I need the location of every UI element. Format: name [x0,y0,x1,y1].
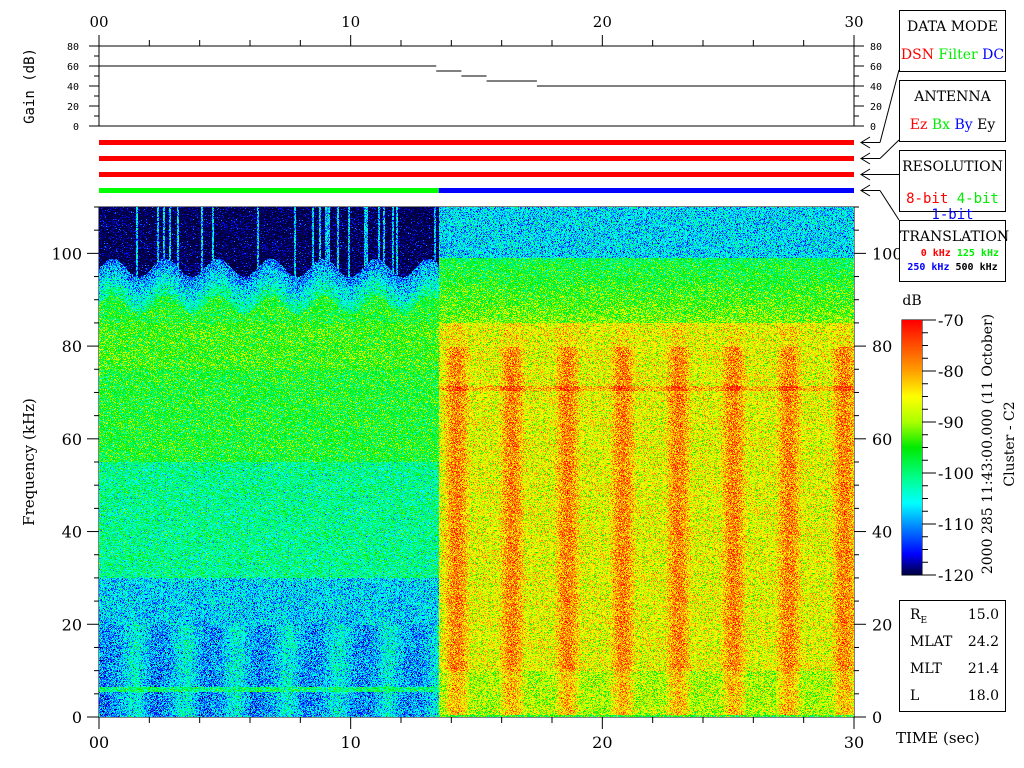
legend-antenna: ANTENNA Ez Bx By Ey [899,80,1006,142]
legend-item: 8-bit [906,191,949,207]
y-tick-label: 100 [51,244,82,263]
y-tick-label: 40 [62,523,82,542]
legend-title: ANTENNA [914,89,991,105]
orbit-info-label: RE [910,607,928,626]
y-tick-label: 60 [62,430,82,449]
y-tick-label: 80 [62,337,82,356]
y-tick-label: 20 [62,615,82,634]
legend-data-mode: DATA MODE DSN Filter DC [899,10,1006,72]
y-tick-label-right: 40 [872,523,892,542]
legend-item: 125 kHz [956,248,999,259]
status-bar-segment [99,172,854,177]
gain-y-tick-label-right: 80 [870,42,882,53]
status-bar-segment [99,188,439,193]
y-axis-label: Frequency (kHz) [20,398,38,526]
gain-y-tick-label: 0 [73,122,79,133]
top-x-tick-label: 30 [844,13,863,31]
x-tick-label: 10 [340,733,360,752]
y-tick-label-right: 0 [872,708,882,727]
gain-y-tick-label-right: 0 [870,122,876,133]
legend-item: 1-bit [931,207,974,223]
legend-resolution: RESOLUTION 8-bit 4-bit 1-bit [899,150,1006,223]
gain-y-tick-label-right: 20 [870,102,882,113]
colorbar-tick-label: -110 [938,515,974,534]
legend-title: DATA MODE [907,19,998,35]
legend-translation: TRANSLATION 0 kHz 125 kHz 250 kHz 500 kHz [899,220,1010,282]
legend-item: 0 kHz [920,248,951,259]
gain-y-label: Gain (dB) [22,48,38,124]
colorbar-tick-label: -100 [938,464,974,483]
orbit-info-row: RE 15.0 [900,602,1005,628]
orbit-info-label: MLT [910,661,942,677]
spacecraft-label: Cluster - C2 [1002,401,1018,487]
x-tick-label: 30 [844,733,864,752]
x-axis-label: TIME (sec) [896,729,980,747]
top-x-tick-label: 10 [341,13,360,31]
gain-y-tick-label: 40 [67,82,79,93]
status-bar-segment [438,188,854,193]
legend-item: Ez [909,117,928,133]
status-bar-segment [99,140,854,145]
colorbar-tick-label: -90 [938,413,964,432]
legend-title: TRANSLATION [900,229,1010,245]
gain-y-tick-label: 80 [67,42,79,53]
timestamp-label: 2000 285 11:43:00.000 (11 October) [980,313,996,575]
legend-item: By [954,117,973,133]
legend-item: 250 kHz [907,262,950,273]
x-tick-label: 20 [592,733,612,752]
colorbar-tick-label: -70 [938,311,964,330]
top-x-tick-label: 20 [593,13,612,31]
orbit-info-label: L [910,688,920,704]
connector-line [879,69,900,143]
status-arrow [860,136,880,149]
orbit-info-value: 21.4 [967,661,999,677]
legend-title: RESOLUTION [902,159,1003,175]
gain-y-tick-label-right: 60 [870,62,882,73]
colorbar-label: dB [902,293,921,309]
orbit-info-row: MLAT 24.2 [900,629,1005,655]
gain-y-tick-label-right: 40 [870,82,882,93]
x-tick-label: 00 [89,733,109,752]
status-arrow [860,184,880,197]
spectrogram-heatmap [99,207,854,717]
y-tick-label: 0 [72,708,82,727]
colorbar-tick-label: -120 [938,566,974,585]
orbit-info-row: L 18.0 [900,683,1005,709]
legend-item: 4-bit [956,191,999,207]
orbit-info-value: 18.0 [967,688,999,704]
y-tick-label-right: 80 [872,337,892,356]
orbit-info-value: 24.2 [967,634,999,650]
y-tick-label-right: 20 [872,615,892,634]
status-bar-segment [99,156,854,161]
orbit-info-row: MLT 21.4 [900,656,1005,682]
colorbar [902,320,922,575]
status-arrow [860,168,880,181]
y-tick-label-right: 60 [872,430,892,449]
legend-item: DC [982,47,1005,63]
orbit-info-value: 15.0 [967,607,999,623]
legend-item: 500 kHz [955,262,998,273]
top-x-tick-label: 00 [89,13,108,31]
gain-y-tick-label: 20 [67,102,79,113]
legend-item: Bx [931,117,950,133]
legend-item: Filter [938,47,978,63]
legend-item: DSN [900,47,934,63]
connector-line [879,190,900,221]
legend-item: Ey [977,117,996,133]
orbit-info-box: RE 15.0 MLAT 24.2 MLT 21.4 L 18.0 [899,600,1006,712]
connector-line [879,139,900,159]
gain-y-tick-label: 60 [67,62,79,73]
y-tick-label-right: 100 [872,244,903,263]
status-arrow [860,152,880,165]
orbit-info-label: MLAT [910,634,953,650]
colorbar-tick-label: -80 [938,362,964,381]
